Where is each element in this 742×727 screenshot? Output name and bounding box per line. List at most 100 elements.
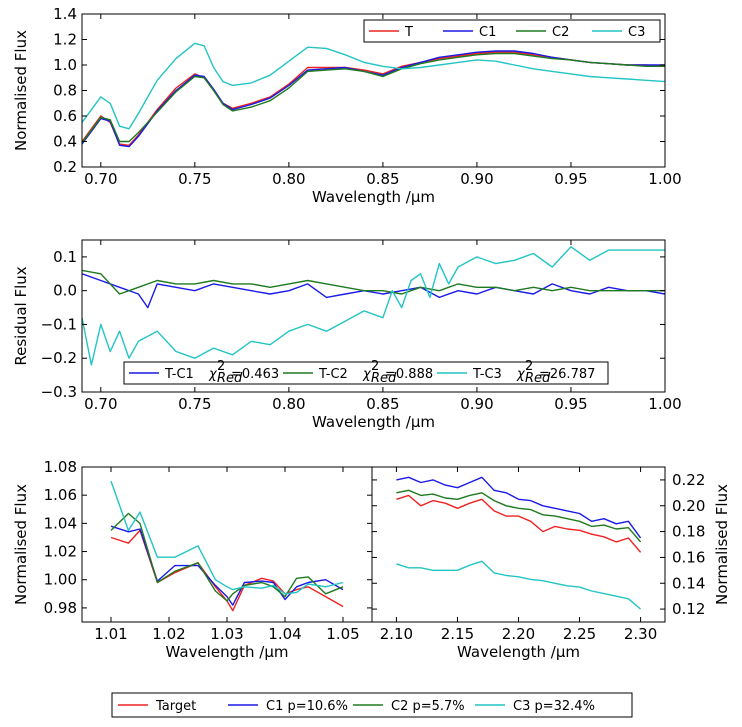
x-tick-label: 0.90	[460, 395, 493, 413]
x-tick-label: 2.10	[380, 625, 413, 643]
legend-top: T C1 C2 C3	[363, 19, 661, 43]
series-line-C1	[110, 525, 344, 606]
y-axis-label: Normalised Flux	[12, 484, 30, 605]
series-line-C2	[82, 52, 665, 144]
y-tick-label: 0.0	[53, 282, 77, 300]
x-tick-label: 0.80	[272, 395, 305, 413]
x-tick-label: 0.70	[84, 170, 117, 188]
legend-bottom: Target C1 p=10.6% C2 p=5.7% C3 p=32.4%	[111, 692, 633, 718]
x-tick-label: 1.00	[648, 170, 681, 188]
axes-frame	[371, 466, 666, 623]
legend-label-T-C2: T-C2	[318, 367, 348, 382]
x-axis-label: Wavelength /μm	[312, 413, 435, 431]
series-group	[82, 42, 665, 148]
x-axis-label: Wavelength /μm	[457, 643, 580, 661]
chi-superscript: 2	[371, 359, 379, 374]
y-tick-label: 1.4	[53, 5, 77, 23]
x-tick-label: 1.03	[210, 625, 243, 643]
x-tick-label: 2.25	[563, 625, 596, 643]
y-tick-label: 1.08	[44, 458, 77, 476]
chi-symbol: χ	[208, 367, 218, 382]
y-tick-label: 1.04	[44, 514, 77, 532]
chi-subscript: Red	[371, 371, 397, 386]
chi-subscript: Red	[525, 371, 551, 386]
y-tick-label: 0.4	[53, 133, 77, 151]
legend-label-T: T	[404, 25, 413, 40]
axes-frame	[81, 239, 666, 393]
series-group	[396, 476, 642, 610]
x-tick-label: 0.90	[460, 170, 493, 188]
panel-middle: 0.70 0.75 0.80 0.85 0.90 0.95 1.00 −0.3 −0.2 −0.1…	[12, 239, 682, 431]
chi-value: =26.787	[539, 367, 595, 382]
x-tick-label: 0.95	[554, 395, 587, 413]
series-line-C3	[396, 560, 642, 610]
legend-label-C2: C2 p=5.7%	[391, 699, 465, 714]
series-group	[82, 246, 665, 366]
y-tick-label: 1.00	[44, 571, 77, 589]
series-line-Target	[396, 494, 642, 553]
series-line-C3	[110, 480, 344, 595]
y-tick-label: 0.2	[53, 158, 77, 176]
y-tick-label: 0.98	[44, 599, 77, 617]
x-tick-label: 2.15	[441, 625, 474, 643]
chi-value: =0.463	[231, 367, 279, 382]
x-tick-label: 0.70	[84, 395, 117, 413]
chi-subscript: Red	[217, 371, 243, 386]
legend-label-T-C1: T-C1	[164, 367, 194, 382]
legend-label-C3: C3 p=32.4%	[513, 699, 595, 714]
legend-label-C1: C1 p=10.6%	[266, 699, 348, 714]
x-tick-label: 1.00	[648, 395, 681, 413]
series-group	[110, 480, 344, 612]
x-tick-label: 2.30	[624, 625, 657, 643]
series-line-C2	[396, 489, 642, 543]
x-tick-label: 0.95	[554, 170, 587, 188]
x-tick-label: 0.85	[366, 170, 399, 188]
legend-label-C1: C1	[479, 25, 496, 40]
legend-box	[123, 361, 609, 385]
x-tick-label: 1.04	[268, 625, 301, 643]
chi-superscript: 2	[217, 359, 225, 374]
y-tick-label: 1.2	[53, 31, 77, 49]
y-tick-label: −0.3	[41, 383, 77, 401]
series-line-C1	[396, 476, 642, 539]
x-tick-label: 0.75	[178, 395, 211, 413]
y-tick-label: 0.1	[53, 248, 77, 266]
chi-superscript: 2	[525, 359, 533, 374]
y-tick-label: 1.0	[53, 56, 77, 74]
chi-symbol: χ	[516, 367, 526, 382]
legend-label-C3: C3	[628, 25, 645, 40]
series-line-C3	[82, 42, 665, 130]
legend-label-T: Target	[155, 699, 196, 714]
series-line-C2	[110, 512, 344, 602]
y-axis-label: Normalised Flux	[12, 30, 30, 151]
legend-box	[363, 19, 661, 43]
series-line-T-C3	[82, 246, 665, 366]
y-axis-label: Normalised Flux	[713, 484, 731, 605]
x-axis-label: Wavelength /μm	[166, 643, 289, 661]
x-tick-label: 2.20	[502, 625, 535, 643]
y-tick-label: 0.18	[672, 523, 705, 541]
legend-label-T-C3: T-C3	[472, 367, 502, 382]
x-tick-label: 1.02	[152, 625, 185, 643]
x-tick-label: 1.01	[94, 625, 127, 643]
y-tick-label: 0.14	[672, 574, 705, 592]
x-tick-label: 0.75	[178, 170, 211, 188]
y-tick-label: −0.2	[41, 349, 77, 367]
panel-bottom-left: 1.01 1.02 1.03 1.04 1.05 0.98 1.00 1.02 1.04 1.06…	[12, 458, 373, 661]
x-tick-label: 0.85	[366, 395, 399, 413]
y-tick-label: 0.16	[672, 548, 705, 566]
x-tick-label: 0.80	[272, 170, 305, 188]
y-axis-label: Residual Flux	[12, 266, 30, 365]
y-tick-label: 0.8	[53, 82, 77, 100]
x-tick-label: 1.05	[326, 625, 359, 643]
y-tick-label: 0.20	[672, 497, 705, 515]
legend-label-C2: C2	[552, 25, 569, 40]
x-axis-label: Wavelength /μm	[312, 188, 435, 206]
chi-value: =0.888	[385, 367, 433, 382]
y-tick-label: 0.12	[672, 600, 705, 618]
panel-top: 0.70 0.75 0.80 0.85 0.90 0.95 1.00 0.2 0.4 0.6 0.8…	[12, 5, 682, 206]
series-line-T-C2	[82, 269, 665, 295]
y-tick-label: 0.22	[672, 471, 705, 489]
